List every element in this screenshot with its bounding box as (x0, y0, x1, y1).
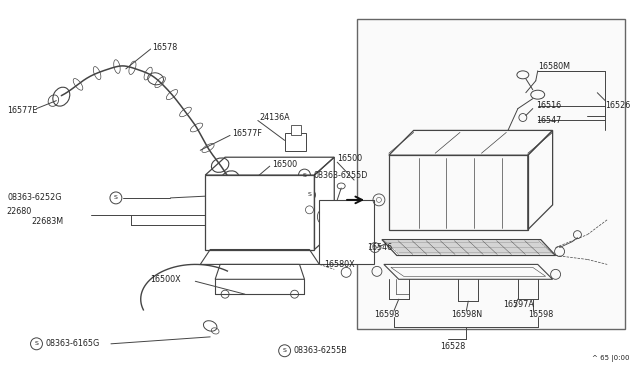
Text: 16516: 16516 (536, 101, 561, 110)
Text: S: S (114, 195, 118, 201)
Text: S: S (283, 348, 287, 353)
FancyBboxPatch shape (357, 19, 625, 329)
Text: ^ 65 |0:00: ^ 65 |0:00 (593, 355, 630, 362)
Text: 16597A: 16597A (503, 299, 534, 309)
Text: S: S (303, 173, 307, 177)
FancyBboxPatch shape (285, 134, 307, 151)
Text: 22683M: 22683M (31, 217, 63, 226)
Text: 24136A: 24136A (260, 113, 291, 122)
Text: 16526: 16526 (605, 101, 630, 110)
Text: 16528: 16528 (440, 342, 466, 351)
FancyBboxPatch shape (319, 200, 374, 264)
Text: 08363-6255D: 08363-6255D (314, 171, 368, 180)
Text: 16577F: 16577F (232, 129, 262, 138)
Text: 16577E: 16577E (7, 106, 37, 115)
Text: 22680: 22680 (7, 207, 32, 216)
FancyBboxPatch shape (205, 175, 314, 250)
Text: 08363-6165G: 08363-6165G (45, 339, 100, 348)
Text: 16547: 16547 (536, 116, 561, 125)
Text: 08363-6252G: 08363-6252G (8, 193, 62, 202)
Text: 16578: 16578 (152, 42, 178, 52)
Text: 16598: 16598 (528, 310, 553, 318)
Text: 16500: 16500 (337, 154, 362, 163)
Text: 16598: 16598 (374, 310, 399, 318)
Text: 16580M: 16580M (538, 62, 570, 71)
Text: 16500X: 16500X (150, 275, 181, 284)
Text: 16546: 16546 (367, 243, 392, 252)
Text: 08363-6255B: 08363-6255B (294, 346, 348, 355)
Text: 16598N: 16598N (451, 310, 483, 318)
Text: 16580X: 16580X (324, 260, 355, 269)
Text: S: S (307, 192, 312, 198)
FancyBboxPatch shape (291, 125, 301, 135)
Text: S: S (35, 341, 38, 346)
Text: 16500: 16500 (272, 160, 297, 169)
